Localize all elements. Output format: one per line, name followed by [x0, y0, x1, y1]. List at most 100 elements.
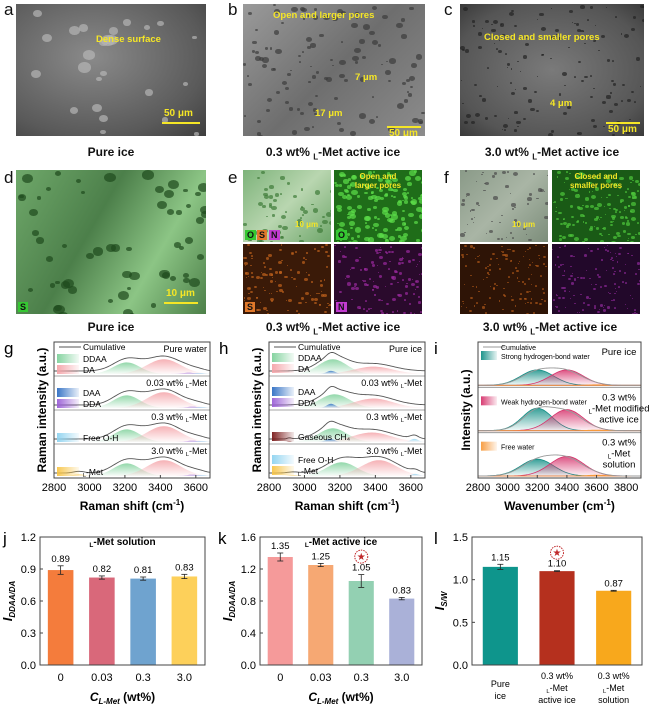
texture-spot	[555, 33, 559, 36]
texture-spot	[298, 234, 302, 237]
texture-spot	[566, 198, 568, 200]
texture-spot	[598, 308, 600, 310]
element-tag-s: S	[245, 302, 256, 312]
texture-spot	[528, 238, 532, 242]
plot-frame	[477, 341, 642, 479]
texture-spot	[400, 18, 405, 22]
texture-spot	[506, 171, 509, 173]
cumulative-line	[477, 406, 641, 432]
texture-spot	[594, 40, 596, 42]
legend-swatch	[57, 365, 79, 374]
texture-spot	[419, 274, 421, 275]
texture-spot	[617, 195, 619, 197]
texture-spot	[612, 83, 617, 87]
bar	[482, 566, 518, 665]
texture-spot	[493, 42, 495, 44]
texture-spot	[490, 23, 493, 26]
texture-spot	[614, 271, 616, 273]
legend-label: Free water	[501, 445, 535, 452]
texture-spot	[614, 287, 616, 289]
x-tick-label: 0.03	[310, 672, 331, 684]
texture-spot	[603, 176, 606, 178]
texture-spot	[539, 12, 544, 17]
texture-spot	[275, 49, 282, 55]
texture-spot	[536, 75, 538, 77]
texture-spot	[330, 210, 331, 213]
texture-spot	[581, 79, 584, 82]
texture-spot	[533, 311, 536, 314]
texture-spot	[397, 103, 405, 109]
texture-spot	[603, 304, 605, 306]
texture-spot	[321, 290, 323, 292]
x-axis-label: Wavenumber (cm-1)	[504, 498, 615, 513]
texture-spot	[157, 201, 168, 210]
peak-DDAA	[269, 394, 425, 408]
texture-spot	[348, 178, 352, 181]
texture-spot	[540, 188, 545, 192]
texture-spot	[624, 216, 627, 218]
texture-spot	[341, 194, 347, 199]
texture-spot	[479, 94, 482, 97]
texture-spot	[350, 226, 353, 229]
texture-spot	[375, 116, 379, 119]
texture-spot	[323, 294, 327, 297]
texture-spot	[609, 220, 613, 223]
texture-spot	[254, 50, 260, 55]
texture-spot	[460, 253, 464, 257]
texture-spot	[361, 279, 363, 281]
texture-spot	[197, 183, 206, 193]
texture-spot	[494, 283, 497, 285]
texture-spot	[268, 202, 272, 206]
texture-spot	[589, 297, 591, 299]
texture-spot	[291, 130, 298, 135]
texture-spot	[599, 219, 601, 220]
texture-spot	[577, 276, 580, 279]
texture-spot	[596, 177, 598, 179]
texture-spot	[515, 267, 518, 269]
peak-weak	[478, 369, 642, 386]
texture-spot	[262, 57, 269, 63]
texture-spot	[621, 221, 626, 225]
texture-spot	[628, 195, 631, 199]
texture-spot	[337, 207, 343, 212]
spectrum-label: 3.0 wt% L-Met	[151, 446, 207, 458]
x-tick-label: 3400	[363, 482, 387, 494]
texture-spot	[537, 19, 539, 21]
texture-spot	[286, 181, 291, 185]
texture-spot	[591, 119, 596, 123]
texture-spot	[599, 304, 603, 307]
texture-spot	[378, 233, 384, 238]
texture-spot	[303, 257, 306, 259]
texture-spot	[612, 235, 617, 240]
texture-spot	[305, 258, 307, 261]
texture-spot	[526, 234, 528, 236]
peak-DA	[269, 432, 425, 442]
peak-DDAA	[54, 362, 210, 374]
texture-spot	[589, 181, 593, 185]
texture-spot	[382, 228, 388, 232]
x-tick-label: 0.3	[135, 672, 150, 684]
texture-spot	[353, 285, 357, 288]
texture-spot	[315, 292, 318, 295]
texture-spot	[523, 256, 525, 258]
texture-spot	[312, 15, 318, 20]
texture-spot	[412, 258, 416, 262]
texture-spot	[373, 206, 377, 209]
texture-spot	[316, 249, 320, 252]
texture-spot	[567, 233, 573, 237]
texture-spot	[396, 23, 403, 29]
texture-spot	[502, 294, 505, 296]
texture-spot	[637, 283, 640, 286]
legend-label: DAA	[298, 387, 316, 397]
texture-spot	[327, 304, 329, 306]
star-badge	[550, 545, 564, 560]
texture-spot	[306, 252, 308, 254]
texture-spot	[504, 129, 507, 131]
texture-spot	[276, 290, 279, 293]
texture-spot	[380, 299, 383, 302]
x-tick-label: 2800	[466, 482, 490, 494]
x-tick-label: 3600	[399, 482, 423, 494]
panel-letter-d: d	[4, 168, 14, 187]
texture-spot	[618, 286, 621, 289]
texture-spot	[623, 230, 627, 233]
